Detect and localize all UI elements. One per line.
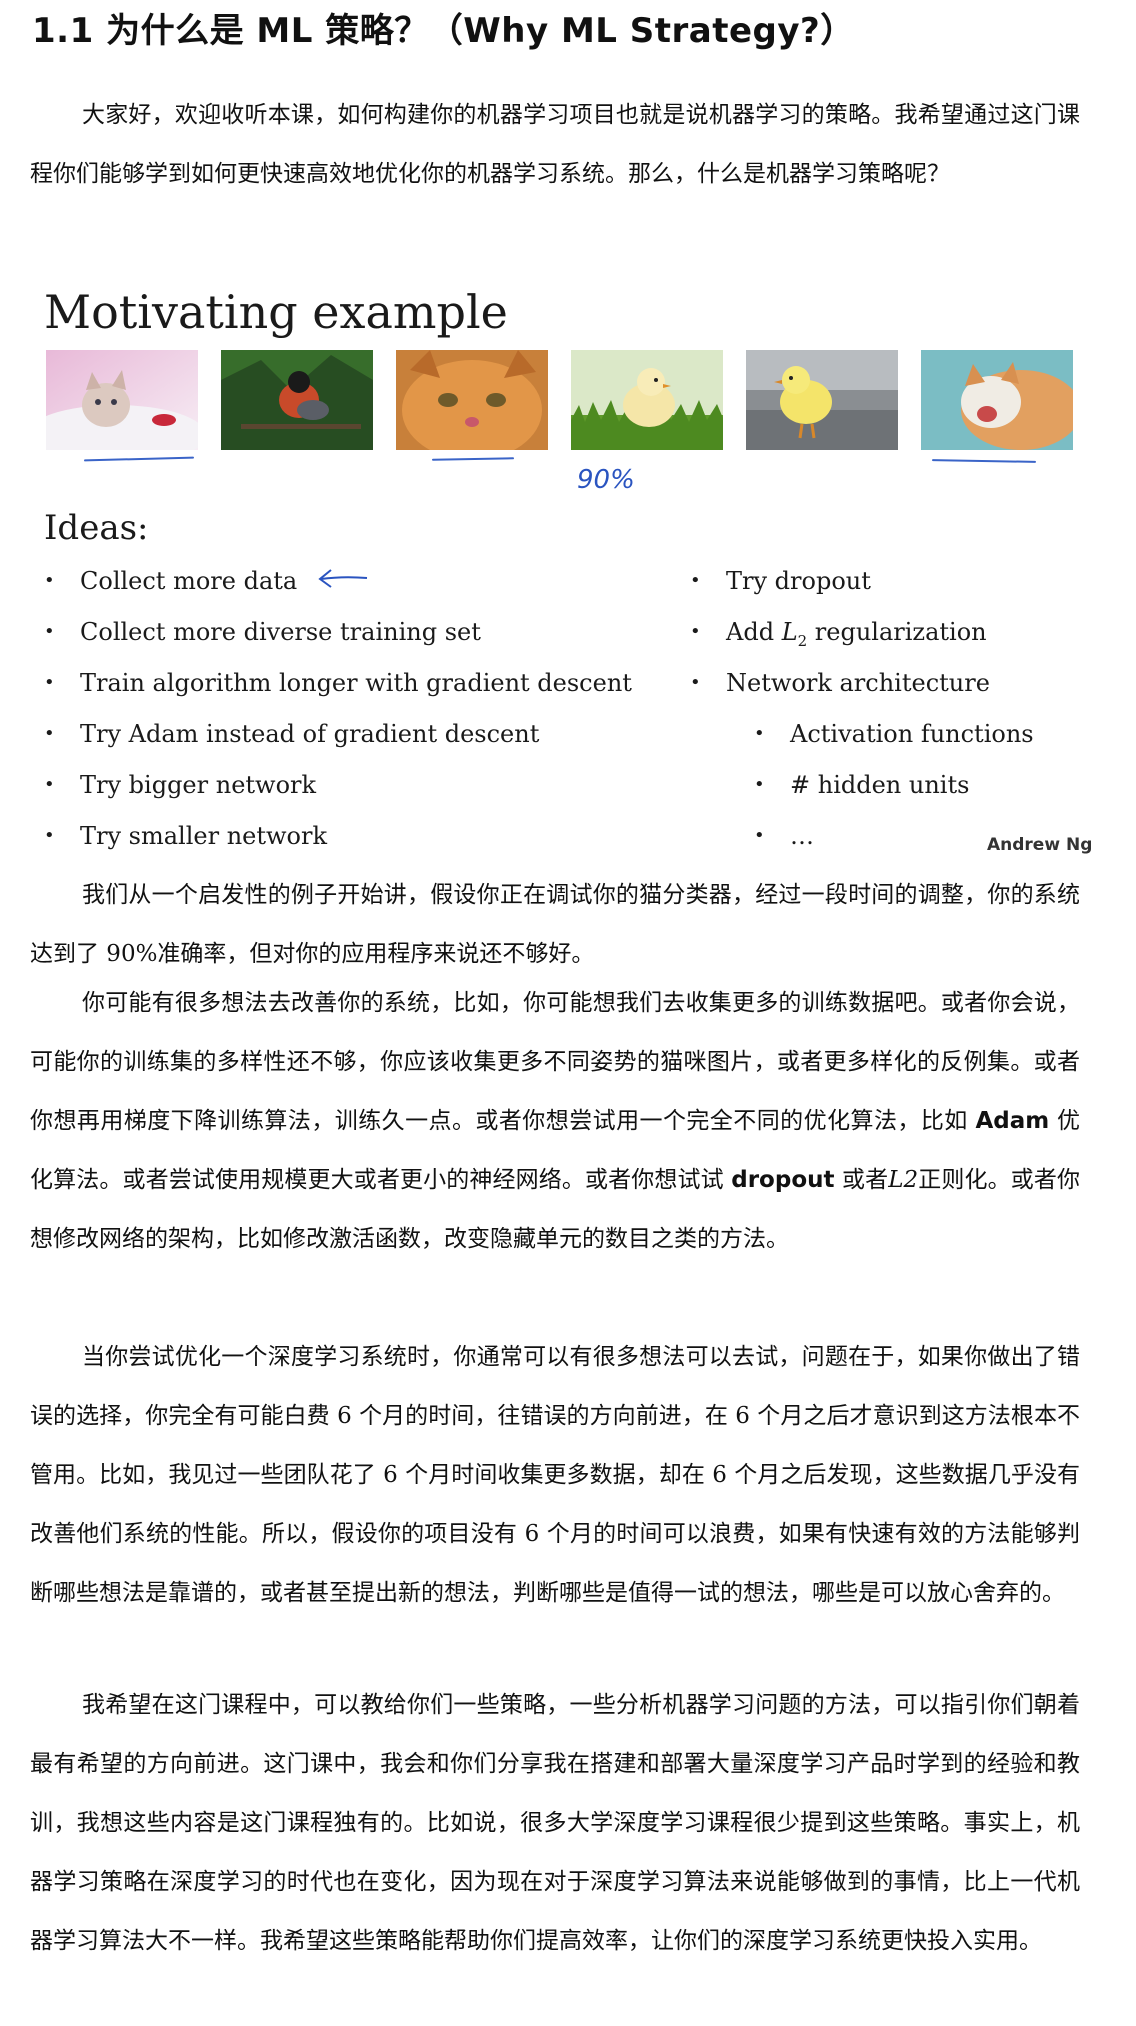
idea-text: Try bigger network bbox=[80, 771, 317, 799]
chick-photo-graphic bbox=[571, 350, 723, 450]
idea-text: Try smaller network bbox=[80, 822, 328, 850]
cat-face-photo bbox=[396, 350, 548, 450]
para2-part-b: 优化算法。或者尝试使用规模更大或者更小的神经网络。或者你想试试 bbox=[30, 1108, 1081, 1193]
para2-part-c: 或者 bbox=[834, 1167, 889, 1193]
paragraph-4: 我希望在这门课程中，可以教给你们一些策略，一些分析机器学习问题的方法，可以指引你… bbox=[30, 1692, 1080, 1954]
bullet: • bbox=[690, 621, 701, 642]
kitten-photo bbox=[46, 350, 198, 450]
bird-photo-graphic bbox=[221, 350, 373, 450]
bullet: • bbox=[690, 570, 701, 591]
cat-underline bbox=[931, 459, 1037, 463]
chick-photo-2-graphic bbox=[746, 350, 898, 450]
cat-face-photo-graphic bbox=[396, 350, 548, 450]
kitten-photo-graphic bbox=[46, 350, 198, 450]
sub-idea-text: … bbox=[790, 822, 814, 850]
intro-paragraph: 大家好，欢迎收听本课，如何构建你的机器学习项目也就是说机器学习的策略。我希望通过… bbox=[30, 102, 1080, 187]
bullet: • bbox=[754, 825, 765, 846]
bullet: • bbox=[690, 672, 701, 693]
lecture-slide: Motivating example bbox=[32, 270, 1092, 870]
paragraph-2: 你可能有很多想法去改善你的系统，比如，你可能想我们去收集更多的训练数据吧。或者你… bbox=[30, 974, 1080, 1269]
section-heading: 1.1 为什么是 ML 策略？（Why ML Strategy?） bbox=[32, 11, 855, 51]
para2-part-a: 你可能有很多想法去改善你的系统，比如，你可能想我们去收集更多的训练数据吧。或者你… bbox=[30, 990, 1080, 1134]
l2-suffix: regularization bbox=[807, 618, 987, 646]
bullet: • bbox=[44, 570, 55, 591]
ideas-heading: Ideas: bbox=[44, 508, 149, 548]
bullet: • bbox=[754, 723, 765, 744]
sub-idea-text: Activation functions bbox=[790, 720, 1034, 748]
l2-prefix: Add bbox=[726, 618, 782, 646]
para2-part-d: 正则化。或者你想修改网络的架构，比如修改激活函数，改变隐藏单元的数目之类的方法。 bbox=[30, 1167, 1081, 1252]
idea-text-l2: Add L2 regularization bbox=[726, 615, 987, 658]
bullet: • bbox=[754, 774, 765, 795]
l2-subscript: 2 bbox=[797, 631, 808, 650]
cat-photo-graphic bbox=[921, 350, 1073, 450]
bullet: • bbox=[44, 723, 55, 744]
slide-title: Motivating example bbox=[44, 285, 508, 339]
adam-term: Adam bbox=[975, 1108, 1050, 1134]
dropout-term: dropout bbox=[731, 1167, 835, 1193]
bullet: • bbox=[44, 774, 55, 795]
chick-photo-2 bbox=[746, 350, 898, 450]
accuracy-annotation: 90% bbox=[577, 465, 635, 495]
bullet: • bbox=[44, 825, 55, 846]
bullet: • bbox=[44, 621, 55, 642]
chick-photo bbox=[571, 350, 723, 450]
arrow-annotation-icon bbox=[318, 569, 368, 588]
cat-face-underline bbox=[431, 457, 515, 461]
idea-text: Collect more data bbox=[80, 567, 298, 595]
paragraph-1: 我们从一个启发性的例子开始讲，假设你正在调试你的猫分类器，经过一段时间的调整，你… bbox=[30, 882, 1080, 967]
idea-text: Collect more diverse training set bbox=[80, 618, 481, 646]
slide-credit: Andrew Ng bbox=[987, 835, 1093, 855]
sub-idea-text: # hidden units bbox=[790, 771, 970, 799]
idea-text: Network architecture bbox=[726, 669, 990, 697]
bullet: • bbox=[44, 672, 55, 693]
idea-text: Try dropout bbox=[726, 567, 871, 595]
l2-variable: L bbox=[781, 618, 798, 646]
kitten-underline bbox=[83, 456, 195, 462]
idea-text: Try Adam instead of gradient descent bbox=[80, 720, 540, 748]
l2-term: L2 bbox=[888, 1167, 919, 1193]
cat-photo bbox=[921, 350, 1073, 450]
paragraph-3: 当你尝试优化一个深度学习系统时，你通常可以有很多想法可以去试，问题在于，如果你做… bbox=[30, 1344, 1080, 1606]
idea-text: Train algorithm longer with gradient des… bbox=[80, 669, 632, 697]
bird-photo bbox=[221, 350, 373, 450]
